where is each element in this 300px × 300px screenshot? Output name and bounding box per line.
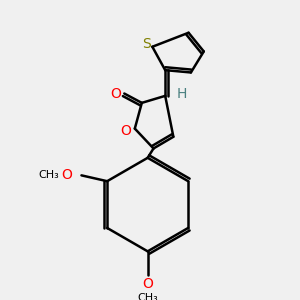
- Text: O: O: [111, 86, 122, 100]
- Text: CH₃: CH₃: [137, 293, 158, 300]
- Text: O: O: [61, 168, 72, 182]
- Text: S: S: [142, 38, 151, 51]
- Text: H: H: [176, 86, 187, 100]
- Text: O: O: [142, 277, 153, 291]
- Text: O: O: [120, 124, 131, 138]
- Text: CH₃: CH₃: [38, 170, 59, 180]
